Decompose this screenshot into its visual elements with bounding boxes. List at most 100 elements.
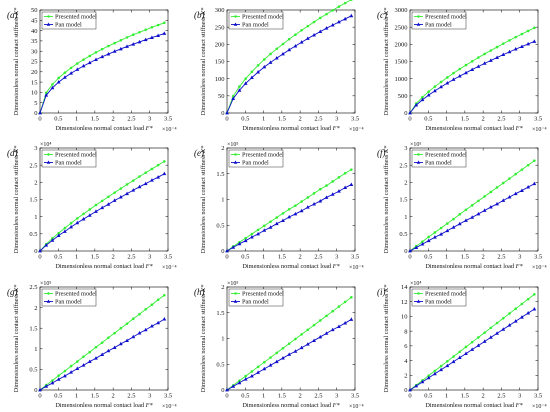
marker-presented bbox=[63, 71, 67, 74]
y-tick-label: 3 bbox=[34, 145, 37, 152]
legend-label-pan: Pan model bbox=[242, 22, 269, 29]
x-tick-label: 1.5 bbox=[461, 393, 469, 400]
marker-pan bbox=[274, 221, 279, 226]
x-tick-label: 1 bbox=[75, 254, 78, 261]
marker-presented bbox=[343, 171, 347, 175]
x-tick-label: 1 bbox=[262, 393, 265, 400]
marker-presented bbox=[156, 163, 160, 167]
y-axis-symbol: K* bbox=[200, 7, 207, 16]
panel-h: 0 0.5 1 1.5 2 2.5 3 3.5 0 0.5 1 1.5 2 Presented model… bbox=[194, 281, 364, 410]
x-tick-label: 2.5 bbox=[497, 116, 505, 123]
marker-presented bbox=[495, 186, 499, 189]
marker-presented bbox=[421, 95, 424, 99]
marker-pan bbox=[330, 327, 335, 332]
marker-presented bbox=[107, 195, 110, 199]
y-axis-label: Dimensionless normal contact stiffness K… bbox=[383, 284, 390, 392]
marker-pan bbox=[445, 228, 450, 233]
marker-pan bbox=[75, 366, 80, 370]
marker-presented bbox=[94, 203, 98, 207]
marker-presented bbox=[150, 167, 154, 171]
marker-presented bbox=[526, 297, 530, 301]
panel-label: (f) bbox=[377, 148, 386, 158]
marker-presented bbox=[287, 342, 291, 345]
marker-pan bbox=[470, 215, 475, 219]
x-tick-label: 0.5 bbox=[54, 254, 62, 261]
marker-presented bbox=[88, 350, 92, 354]
y-tick-label: 1500 bbox=[395, 59, 408, 66]
legend-marker-pan bbox=[46, 299, 51, 303]
marker-presented bbox=[427, 235, 430, 239]
y-tick-label: 0 bbox=[221, 110, 224, 117]
legend-label-pan: Pan model bbox=[425, 299, 452, 306]
marker-pan bbox=[439, 84, 443, 89]
legend-marker-pan bbox=[233, 160, 238, 164]
legend-marker-presented bbox=[417, 15, 420, 18]
x-tick-label: 2.5 bbox=[497, 393, 505, 400]
marker-pan bbox=[414, 245, 419, 249]
marker-pan bbox=[256, 70, 260, 74]
y-tick-label: 12 bbox=[401, 299, 408, 306]
marker-pan bbox=[408, 110, 412, 115]
x-axis-symbol: F* bbox=[145, 125, 154, 132]
x-axis-symbol: F* bbox=[515, 263, 524, 270]
marker-presented bbox=[131, 179, 135, 182]
y-tick-label: 15 bbox=[31, 79, 38, 86]
marker-pan bbox=[106, 348, 111, 353]
legend-label-presented: Presented model bbox=[425, 291, 467, 298]
marker-pan bbox=[408, 387, 412, 392]
y-tick-label: 2.5 bbox=[399, 162, 407, 169]
marker-pan bbox=[414, 383, 419, 388]
marker-pan bbox=[476, 343, 481, 347]
legend-label-pan: Pan model bbox=[55, 160, 82, 167]
marker-presented bbox=[88, 208, 92, 211]
marker-presented bbox=[495, 45, 499, 49]
marker-presented bbox=[446, 76, 449, 79]
marker-pan bbox=[495, 201, 499, 206]
marker-pan bbox=[62, 373, 67, 378]
marker-presented bbox=[325, 314, 328, 318]
marker-presented bbox=[312, 323, 316, 327]
x-tick-label: 2 bbox=[482, 393, 485, 400]
y-tick-label: 30 bbox=[31, 48, 38, 55]
y-axis-symbol: K* bbox=[200, 284, 207, 293]
marker-presented bbox=[263, 224, 266, 228]
marker-pan bbox=[44, 243, 49, 247]
marker-pan bbox=[62, 229, 67, 233]
y-tick-label: 1 bbox=[404, 214, 407, 221]
marker-pan bbox=[75, 67, 80, 71]
y-axis-label: Dimensionless normal contact stiffness K… bbox=[200, 284, 207, 392]
x-tick-label: 2 bbox=[299, 254, 302, 261]
marker-presented bbox=[300, 28, 303, 32]
marker-presented bbox=[439, 364, 443, 368]
y-tick-label: 1 bbox=[221, 336, 224, 343]
marker-presented bbox=[281, 346, 285, 350]
marker-pan bbox=[337, 324, 341, 329]
x-axis-symbol: F* bbox=[145, 263, 154, 270]
x-tick-label: 2 bbox=[299, 116, 302, 123]
legend-marker-pan bbox=[416, 160, 421, 164]
marker-pan bbox=[56, 377, 61, 381]
legend-marker-pan bbox=[46, 160, 51, 164]
marker-presented bbox=[331, 180, 334, 183]
marker-pan bbox=[470, 67, 475, 71]
marker-pan bbox=[337, 19, 341, 24]
marker-pan bbox=[476, 211, 481, 216]
marker-pan bbox=[106, 202, 111, 206]
x-tick-label: 3.5 bbox=[534, 393, 542, 400]
marker-presented bbox=[150, 26, 154, 29]
marker-presented bbox=[51, 83, 54, 86]
marker-presented bbox=[138, 312, 141, 316]
marker-pan bbox=[299, 345, 304, 350]
legend-box bbox=[411, 11, 467, 30]
marker-pan bbox=[268, 363, 273, 367]
marker-pan bbox=[281, 218, 285, 223]
marker-pan bbox=[305, 205, 310, 209]
marker-presented bbox=[269, 220, 272, 223]
marker-pan bbox=[156, 33, 161, 37]
marker-pan bbox=[513, 191, 518, 196]
marker-presented bbox=[113, 191, 116, 194]
panel-label: (b) bbox=[194, 10, 205, 20]
